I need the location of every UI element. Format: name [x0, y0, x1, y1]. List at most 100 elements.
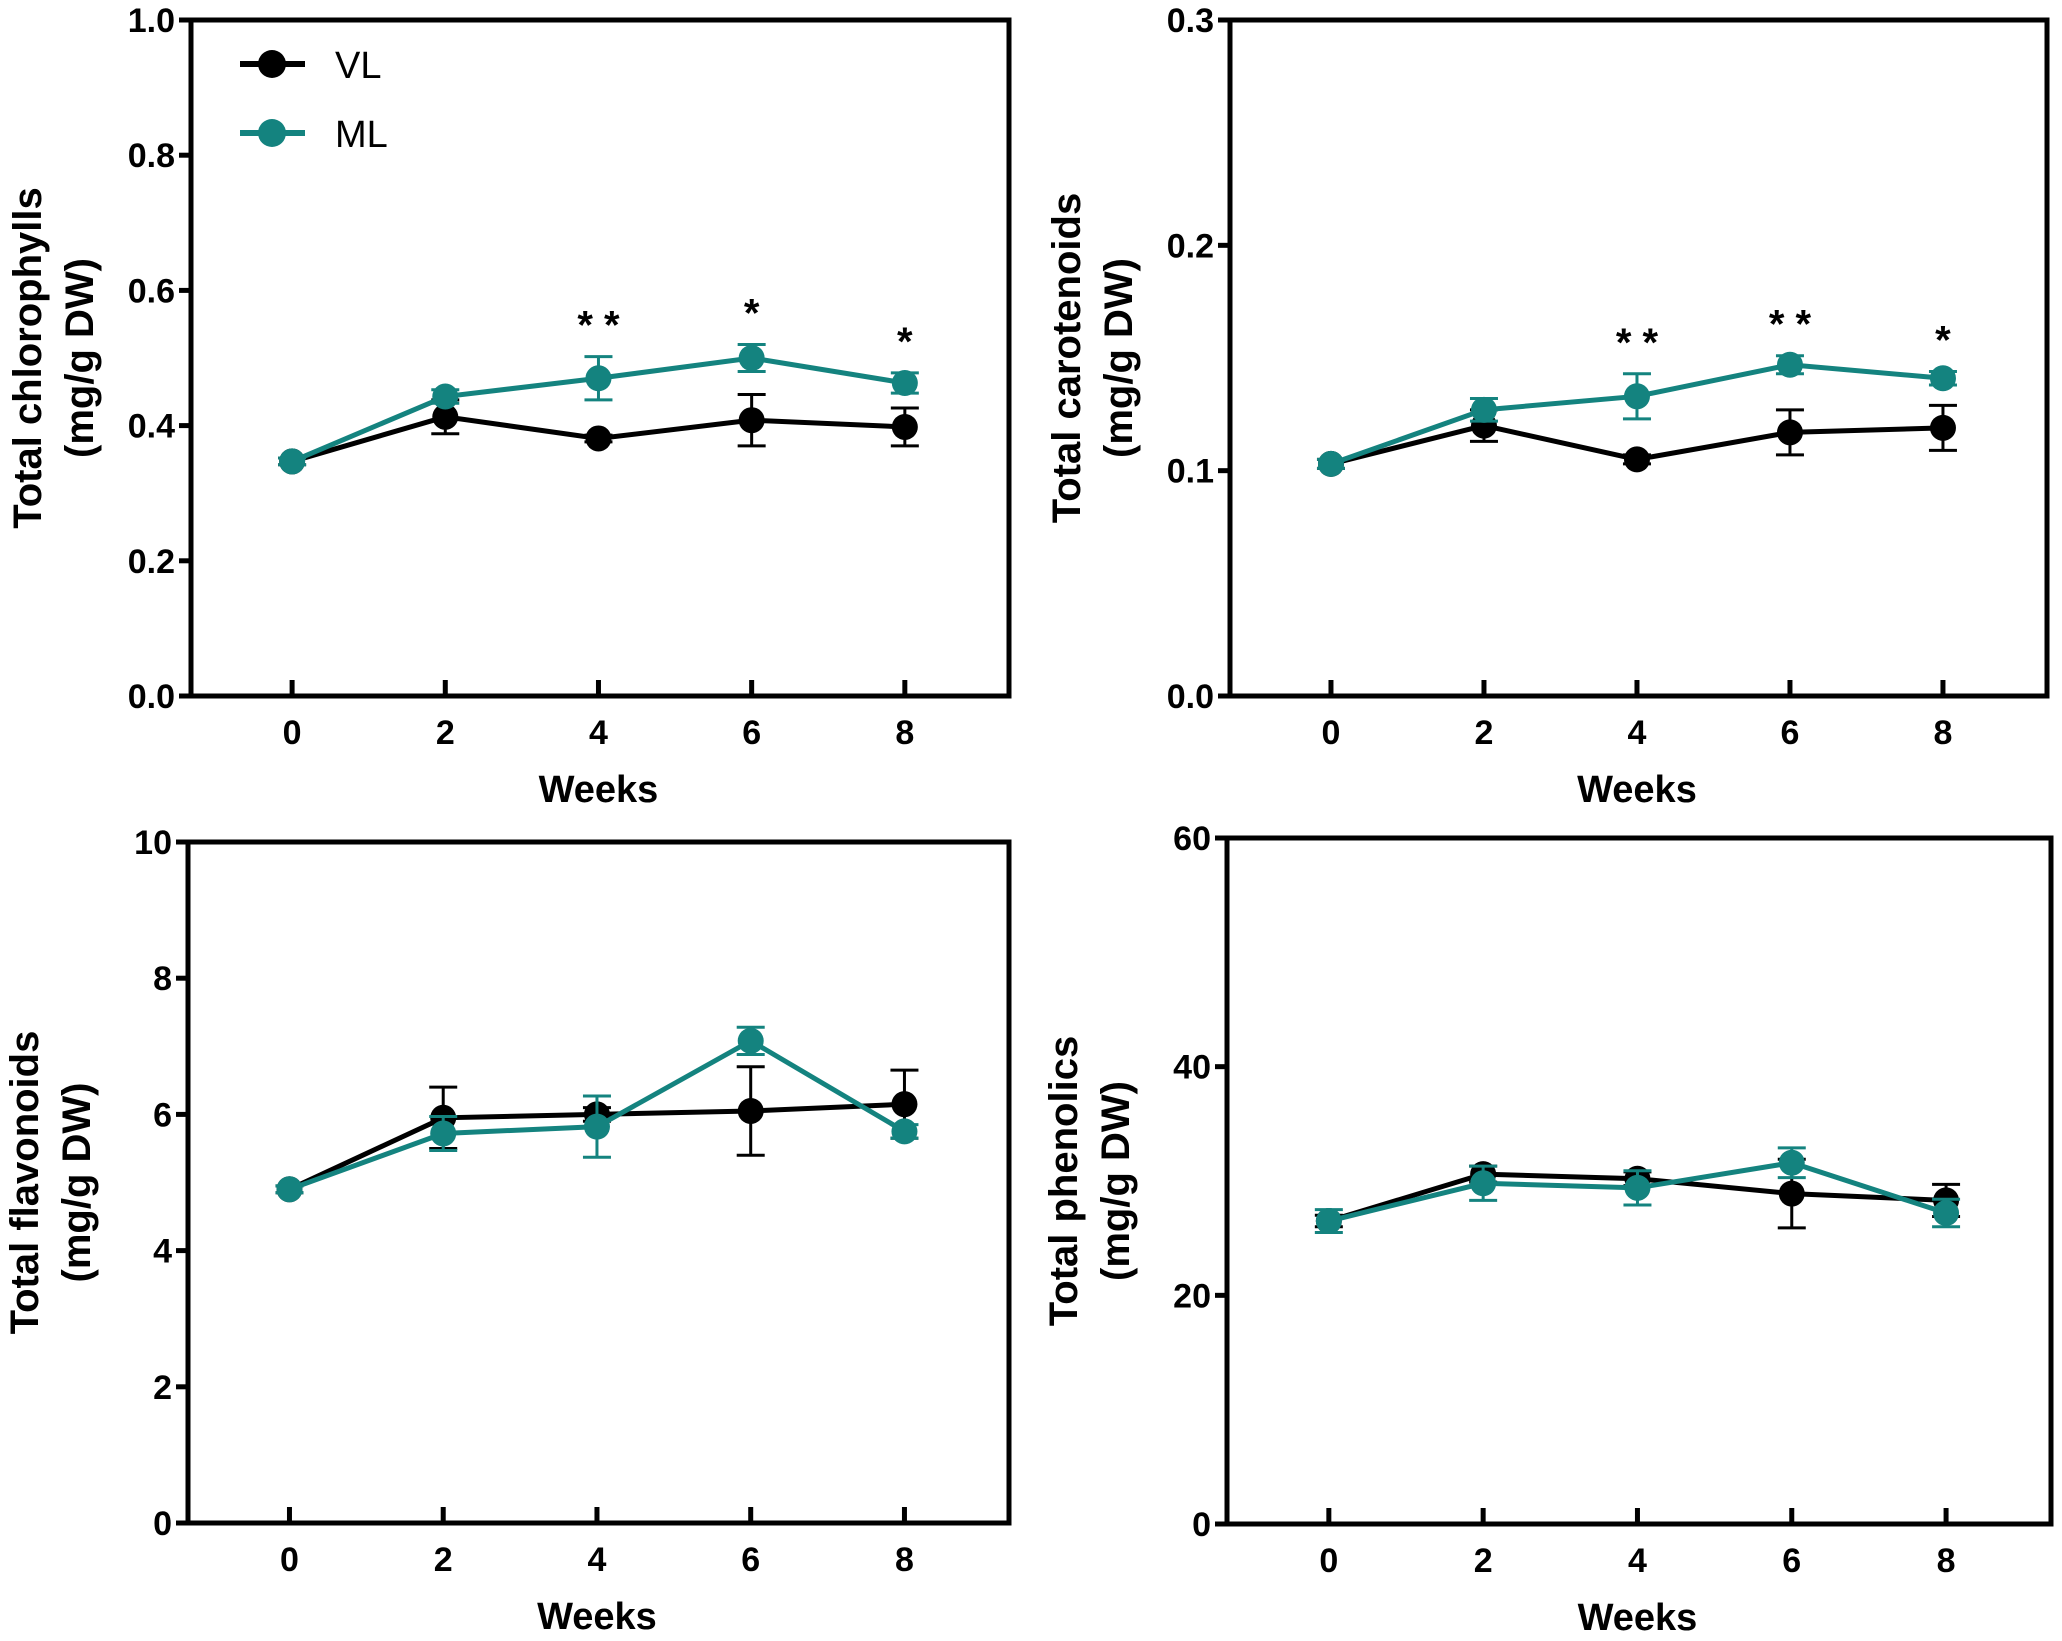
data-point	[1933, 1200, 1960, 1227]
y-tick-label: 20	[1173, 1277, 1211, 1315]
data-point	[738, 345, 765, 371]
y-tick-label: 40	[1173, 1049, 1211, 1087]
x-tick-label: 8	[1937, 1542, 1956, 1580]
data-point	[1776, 351, 1803, 378]
y-tick-label: 60	[1173, 820, 1211, 858]
x-tick-label: 0	[1319, 1542, 1338, 1580]
x-axis-label: Weeks	[1578, 1597, 1698, 1639]
significance-marker: * *	[1616, 321, 1659, 365]
x-axis-label: Weeks	[537, 1596, 657, 1638]
data-point	[1776, 419, 1803, 446]
x-tick-label: 2	[434, 1541, 453, 1579]
y-tick-label: 0.1	[1167, 453, 1214, 491]
y-tick-label: 8	[153, 960, 172, 998]
x-tick-label: 4	[1628, 1542, 1647, 1580]
legend-label: ML	[335, 114, 388, 156]
x-axis-label: Weeks	[539, 769, 659, 811]
y-tick-label: 6	[153, 1096, 172, 1134]
series-ML	[1316, 351, 1957, 477]
y-tick-label: 0	[153, 1505, 172, 1543]
x-tick-label: 4	[1628, 714, 1647, 752]
legend-marker	[258, 50, 286, 78]
significance-marker: *	[744, 291, 760, 335]
data-point	[1778, 1180, 1805, 1207]
chart-panel-2: 0.0 0.1 0.2 0.3 0 2 4 6 8 Weeks Total carotenoids(…	[1045, 2, 2050, 811]
data-point	[891, 413, 918, 440]
legend-label: VL	[335, 45, 381, 87]
y-axis-label: (mg/g DW)	[55, 1083, 99, 1283]
y-tick-label: 2	[153, 1369, 172, 1407]
data-point	[1624, 1174, 1651, 1201]
x-tick-label: 4	[589, 714, 608, 752]
significance-marker: * *	[1769, 303, 1812, 347]
y-tick-label: 0.8	[128, 137, 175, 175]
data-point	[737, 1027, 764, 1054]
x-tick-label: 8	[895, 1541, 914, 1579]
significance-marker: *	[897, 320, 913, 364]
x-tick-label: 8	[1934, 714, 1953, 752]
data-point	[432, 403, 459, 430]
y-tick-label: 0.0	[1167, 678, 1214, 716]
chart-panel-4: 0 20 40 60 0 2 4 6 8 Weeks Total phenolics (mg/g DW…	[1042, 820, 2054, 1639]
data-point	[1623, 383, 1650, 410]
significance-marker: * *	[577, 304, 620, 348]
y-axis-label: Total phenolics	[1042, 1036, 1086, 1326]
series-VL	[278, 393, 919, 475]
x-tick-label: 4	[588, 1541, 607, 1579]
data-point	[585, 425, 612, 452]
y-tick-label: 0.6	[128, 272, 175, 310]
x-tick-label: 6	[1782, 1542, 1801, 1580]
data-point	[738, 407, 765, 434]
significance-marker: *	[1935, 319, 1951, 363]
y-axis-label: Total chlorophylls	[6, 187, 50, 529]
x-tick-label: 6	[742, 714, 761, 752]
data-point	[279, 448, 306, 475]
x-tick-label: 8	[895, 714, 914, 752]
legend-marker	[258, 119, 286, 147]
series-ML	[278, 342, 919, 475]
x-tick-label: 2	[1475, 714, 1494, 752]
data-point	[891, 370, 918, 397]
y-tick-label: 0.4	[128, 408, 175, 446]
x-tick-label: 0	[1322, 714, 1341, 752]
chart-panel-3: 0 2 4 6 8 10 0 2 4 6 8 Weeks Total flavonoids (mg/g D…	[3, 824, 1012, 1638]
data-point	[737, 1097, 764, 1124]
y-axis-label: Total carotenoids	[1045, 193, 1089, 523]
data-point	[1470, 396, 1497, 423]
y-tick-label: 10	[134, 824, 172, 862]
series-ML	[275, 1025, 919, 1203]
y-axis-label: (mg/g DW)	[1094, 1081, 1138, 1281]
x-tick-label: 2	[1474, 1542, 1493, 1580]
x-tick-label: 0	[283, 714, 302, 752]
data-point	[1778, 1149, 1805, 1176]
y-axis-label: Total flavonoids	[3, 1031, 47, 1335]
y-tick-label: 4	[153, 1233, 172, 1271]
y-axis-label: (mg/g DW)	[58, 258, 102, 458]
y-tick-label: 0	[1192, 1506, 1211, 1544]
data-point	[432, 383, 459, 410]
data-point	[891, 1118, 918, 1145]
y-tick-label: 0.0	[128, 678, 175, 716]
data-point	[583, 1113, 610, 1140]
y-tick-label: 0.2	[128, 543, 175, 581]
y-tick-label: 1.0	[128, 2, 175, 40]
data-point	[585, 365, 612, 392]
y-tick-label: 0.2	[1167, 227, 1214, 265]
chart-panel-1: 0.0 0.2 0.4 0.6 0.8 1.0 0 2 4 6 8 Weeks Total chloro…	[6, 2, 1012, 811]
data-point	[891, 1091, 918, 1118]
y-tick-label: 0.3	[1167, 2, 1214, 40]
data-point	[1929, 365, 1956, 392]
legend: VL ML	[240, 45, 388, 156]
data-point	[1470, 1170, 1497, 1197]
x-tick-label: 6	[741, 1541, 760, 1579]
x-tick-label: 2	[436, 714, 455, 752]
x-axis-label: Weeks	[1577, 769, 1697, 811]
series-ML	[1314, 1146, 1961, 1235]
data-point	[1317, 450, 1344, 477]
x-tick-label: 0	[280, 1541, 299, 1579]
data-point	[430, 1120, 457, 1147]
data-point	[1929, 414, 1956, 441]
x-tick-label: 6	[1781, 714, 1800, 752]
data-point	[1315, 1208, 1342, 1235]
